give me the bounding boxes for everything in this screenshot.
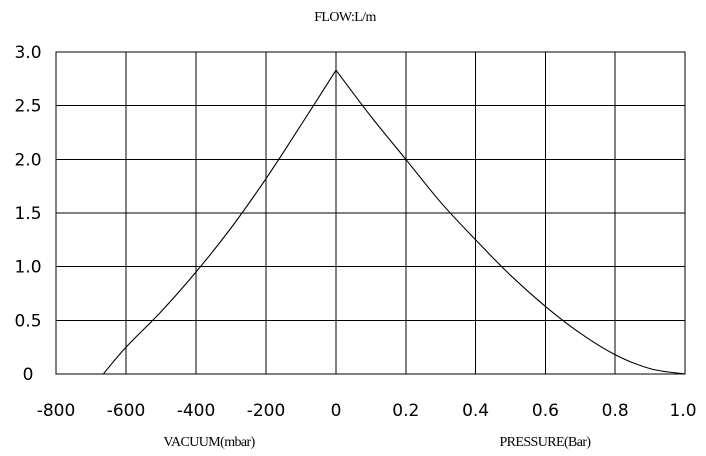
flow-curve-vacuum <box>102 69 337 375</box>
y-tick-label: 2.0 <box>14 150 41 170</box>
series-lines <box>102 69 686 375</box>
x-tick-label: 0.6 <box>532 401 559 421</box>
y-tick-label: 2.5 <box>14 97 41 117</box>
chart-title: FLOW:L/m <box>314 10 376 25</box>
x-tick-label: -600 <box>107 401 146 421</box>
y-tick-label: 0 <box>23 365 34 385</box>
x-tick-labels: -800 -600 -400 -200 0 0.2 0.4 0.6 0.8 1.0 <box>37 401 697 421</box>
x-tick-label: -400 <box>177 401 216 421</box>
x-tick-label: 1.0 <box>669 401 696 421</box>
y-tick-label: 1.5 <box>14 204 41 224</box>
x-tick-label: -200 <box>247 401 286 421</box>
y-tick-label: 3.0 <box>14 43 41 63</box>
grid <box>56 52 685 374</box>
plot-frame <box>55 51 686 375</box>
x-tick-label: 0.4 <box>462 401 489 421</box>
y-tick-labels: 3.0 2.5 2.0 1.5 1.0 0.5 0 <box>14 43 41 385</box>
x-axis-label-pressure: PRESSURE(Bar) <box>500 435 592 450</box>
x-tick-label: 0 <box>331 401 342 421</box>
x-axis-label-vacuum: VACUUM(mbar) <box>163 435 255 450</box>
x-tick-label: -800 <box>37 401 76 421</box>
x-tick-label: 0.2 <box>392 401 419 421</box>
y-tick-label: 0.5 <box>14 311 41 331</box>
y-tick-label: 1.0 <box>14 258 41 278</box>
flow-curve-pressure <box>335 69 686 375</box>
x-tick-label: 0.8 <box>602 401 629 421</box>
